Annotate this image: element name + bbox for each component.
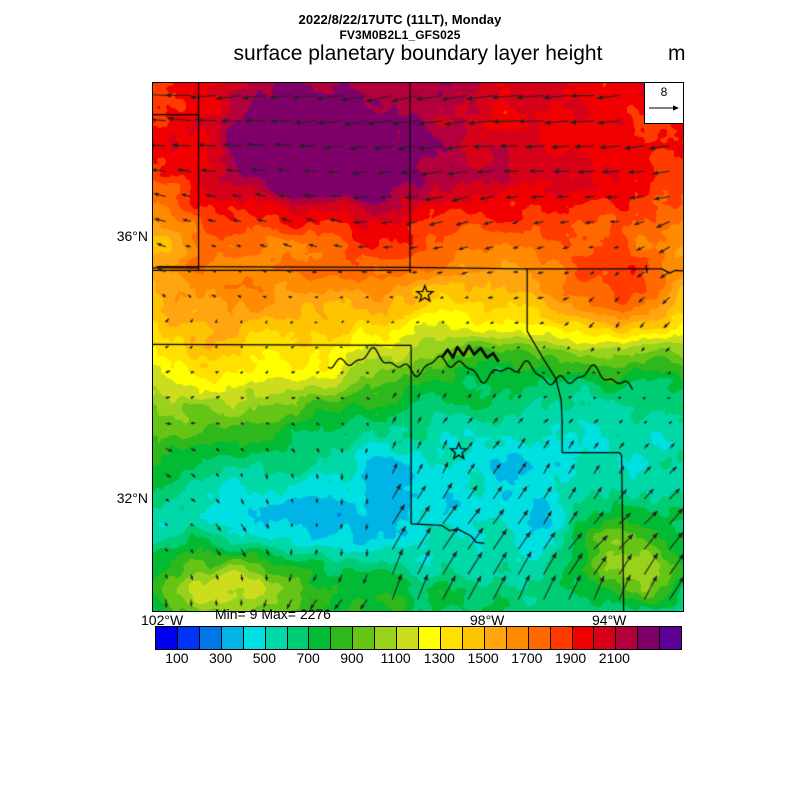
page-title: surface planetary boundary layer height [233, 42, 603, 65]
colorbar-segment [616, 627, 639, 649]
colorbar-segment [528, 627, 551, 649]
colorbar-segment [506, 627, 529, 649]
min-value: Min= 9 [215, 606, 258, 622]
colorbar-segment [550, 627, 573, 649]
colorbar-tick: 1700 [511, 650, 543, 666]
max-value: Max= 2276 [261, 606, 331, 622]
colorbar-segment [397, 627, 420, 649]
colorbar-segment [221, 627, 244, 649]
colorbar-segment [638, 627, 661, 649]
lat-label-32n: 32°N [116, 490, 148, 506]
colorbar-tick: 1900 [555, 650, 587, 666]
colorbar-segment [199, 627, 222, 649]
map-panel[interactable]: 8 [152, 82, 684, 612]
lon-label-98w: 98°W [470, 612, 505, 628]
colorbar-segment [309, 627, 332, 649]
reference-vector-value: 8 [660, 85, 668, 99]
colorbar-tick: 1500 [467, 650, 499, 666]
reference-vector-legend: 8 [644, 82, 684, 124]
colorbar-segment [419, 627, 441, 649]
colorbar-tick: 100 [165, 650, 189, 666]
colorbar-segment [484, 627, 507, 649]
colorbar-segment [660, 627, 682, 649]
colorbar-tick: 1100 [380, 650, 411, 666]
colorbar-segment [375, 627, 398, 649]
colorbar-segment [156, 627, 178, 649]
colorbar-segment [331, 627, 354, 649]
colorbar-segment [462, 627, 485, 649]
colorbar-segment [287, 627, 310, 649]
colorbar-tick: 300 [208, 650, 233, 666]
minmax-label: Min= 9 Max= 2276 [215, 606, 331, 622]
units-label: m [668, 42, 686, 65]
colorbar-tick: 1300 [423, 650, 455, 666]
colorbar-segment [440, 627, 463, 649]
colorbar[interactable] [155, 626, 682, 650]
colorbar-segment [243, 627, 266, 649]
lon-label-94w: 94°W [592, 612, 627, 628]
reference-arrow-icon [649, 105, 679, 111]
colorbar-segment [265, 627, 288, 649]
colorbar-tick: 900 [340, 650, 364, 666]
colorbar-segment [572, 627, 595, 649]
colorbar-segment [177, 627, 200, 649]
lon-label-102w: 102°W [141, 612, 184, 628]
colorbar-segment [353, 627, 376, 649]
colorbar-tick-labels: 100 300 500 700 900 1100 1300 1500 1700 1900 2100 [155, 650, 680, 670]
wind-vectors-overlay [153, 83, 683, 611]
colorbar-segment [594, 627, 617, 649]
model-id-title: FV3M0B2L1_GFS025 [339, 28, 461, 42]
colorbar-tick: 2100 [598, 650, 630, 666]
colorbar-tick: 700 [296, 650, 320, 666]
colorbar-tick: 500 [252, 650, 277, 666]
lat-label-36n: 36°N [116, 228, 148, 244]
valid-time-title: 2022/8/22/17UTC (11LT), Monday [298, 12, 502, 27]
